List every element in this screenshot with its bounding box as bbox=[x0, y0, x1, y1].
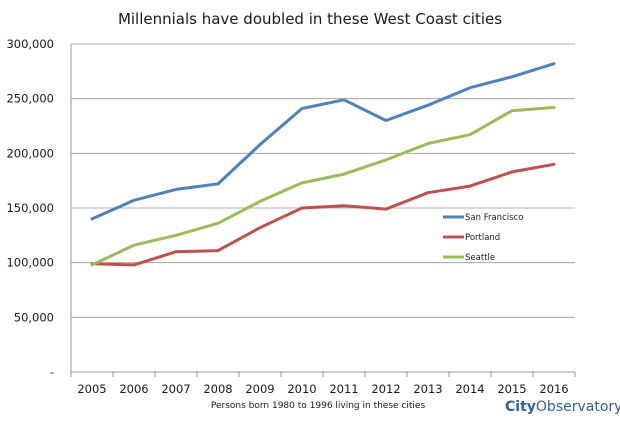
brand-logo: CityObservatory bbox=[505, 399, 620, 415]
y-tick-label: 200,000 bbox=[6, 146, 54, 160]
x-tick-label: 2007 bbox=[161, 382, 190, 396]
y-tick-label: 150,000 bbox=[6, 201, 54, 215]
x-tick-label: 2011 bbox=[329, 382, 358, 396]
legend-label-seattle: Seattle bbox=[465, 253, 495, 263]
axes bbox=[70, 44, 576, 377]
series-lines bbox=[90, 62, 556, 267]
y-tick-label: 100,000 bbox=[6, 256, 54, 270]
x-tick-label: 2009 bbox=[245, 382, 274, 396]
legend-label-portland: Portland bbox=[465, 233, 500, 243]
x-tick-label: 2012 bbox=[371, 382, 400, 396]
x-tick-label: 2008 bbox=[203, 382, 232, 396]
series-line-portland bbox=[90, 162, 556, 267]
series-line-san-francisco bbox=[90, 62, 556, 221]
series-line-seattle bbox=[90, 105, 556, 267]
brand-observatory: Observatory bbox=[536, 399, 620, 415]
y-tick-label: 250,000 bbox=[6, 92, 54, 106]
chart-title: Millennials have doubled in these West C… bbox=[118, 10, 502, 28]
x-tick-label: 2013 bbox=[413, 382, 442, 396]
y-tick-label: - bbox=[50, 365, 54, 379]
brand-city: City bbox=[505, 399, 536, 415]
x-tick-label: 2005 bbox=[77, 382, 106, 396]
x-axis-label: Persons born 1980 to 1996 living in thes… bbox=[211, 401, 426, 411]
svg-text:CityObservatory: CityObservatory bbox=[505, 399, 620, 415]
x-tick-label: 2015 bbox=[497, 382, 526, 396]
x-tick-label: 2014 bbox=[455, 382, 484, 396]
y-tick-label: 300,000 bbox=[6, 37, 54, 51]
legend: San Francisco Portland Seattle bbox=[443, 213, 523, 263]
legend-label-san-francisco: San Francisco bbox=[465, 213, 523, 223]
x-tick-label: 2016 bbox=[539, 382, 568, 396]
tick-labels: - 50,000 100,000 150,000 200,000 250,000 300,0… bbox=[6, 37, 568, 396]
gridlines bbox=[71, 43, 575, 318]
x-tick-label: 2010 bbox=[287, 382, 316, 396]
y-tick-label: 50,000 bbox=[14, 310, 54, 324]
x-tick-label: 2006 bbox=[119, 382, 148, 396]
